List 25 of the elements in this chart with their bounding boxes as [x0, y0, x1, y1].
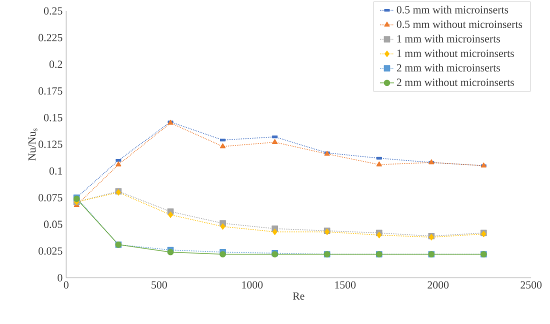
y-axis-title: Nu/Nu$_{s}$	[28, 128, 38, 161]
y-tick-label: 0.15	[44, 114, 62, 122]
y-tick-label: 0.075	[38, 194, 62, 202]
y-tick-label: 0.025	[38, 248, 62, 255]
x-tick-label: 2000	[428, 281, 449, 289]
y-tick-label: 0.225	[38, 34, 62, 42]
y-tick-label: 0	[58, 274, 62, 282]
legend-label: 0.5 mm with microinserts	[396, 6, 508, 14]
x-tick-label: 1000	[242, 281, 263, 289]
legend-label: 1 mm with microinserts	[397, 35, 500, 43]
y-tick-label: 0.2	[49, 60, 62, 68]
legend-label: 2 mm with microinserts	[396, 64, 500, 72]
x-axis-title: Re	[292, 292, 304, 300]
y-tick-label: 0.125	[38, 140, 62, 148]
y-tick-label: 0.1	[49, 168, 62, 175]
y-tick-label: 0.175	[38, 88, 62, 95]
x-tick-label: 2500	[520, 281, 542, 289]
x-tick-label: 1500	[335, 281, 356, 289]
legend-label: 1 mm without microinserts	[397, 50, 514, 58]
x-tick-label: 500	[152, 281, 167, 289]
x-tick-label: 0	[64, 281, 69, 289]
legend-label: 2 mm without microinserts	[396, 78, 514, 86]
y-tick-label: 0.25	[44, 7, 62, 15]
legend-label: 0.5 mm without microinserts	[396, 20, 522, 28]
y-tick-label: 0.05	[44, 220, 62, 228]
